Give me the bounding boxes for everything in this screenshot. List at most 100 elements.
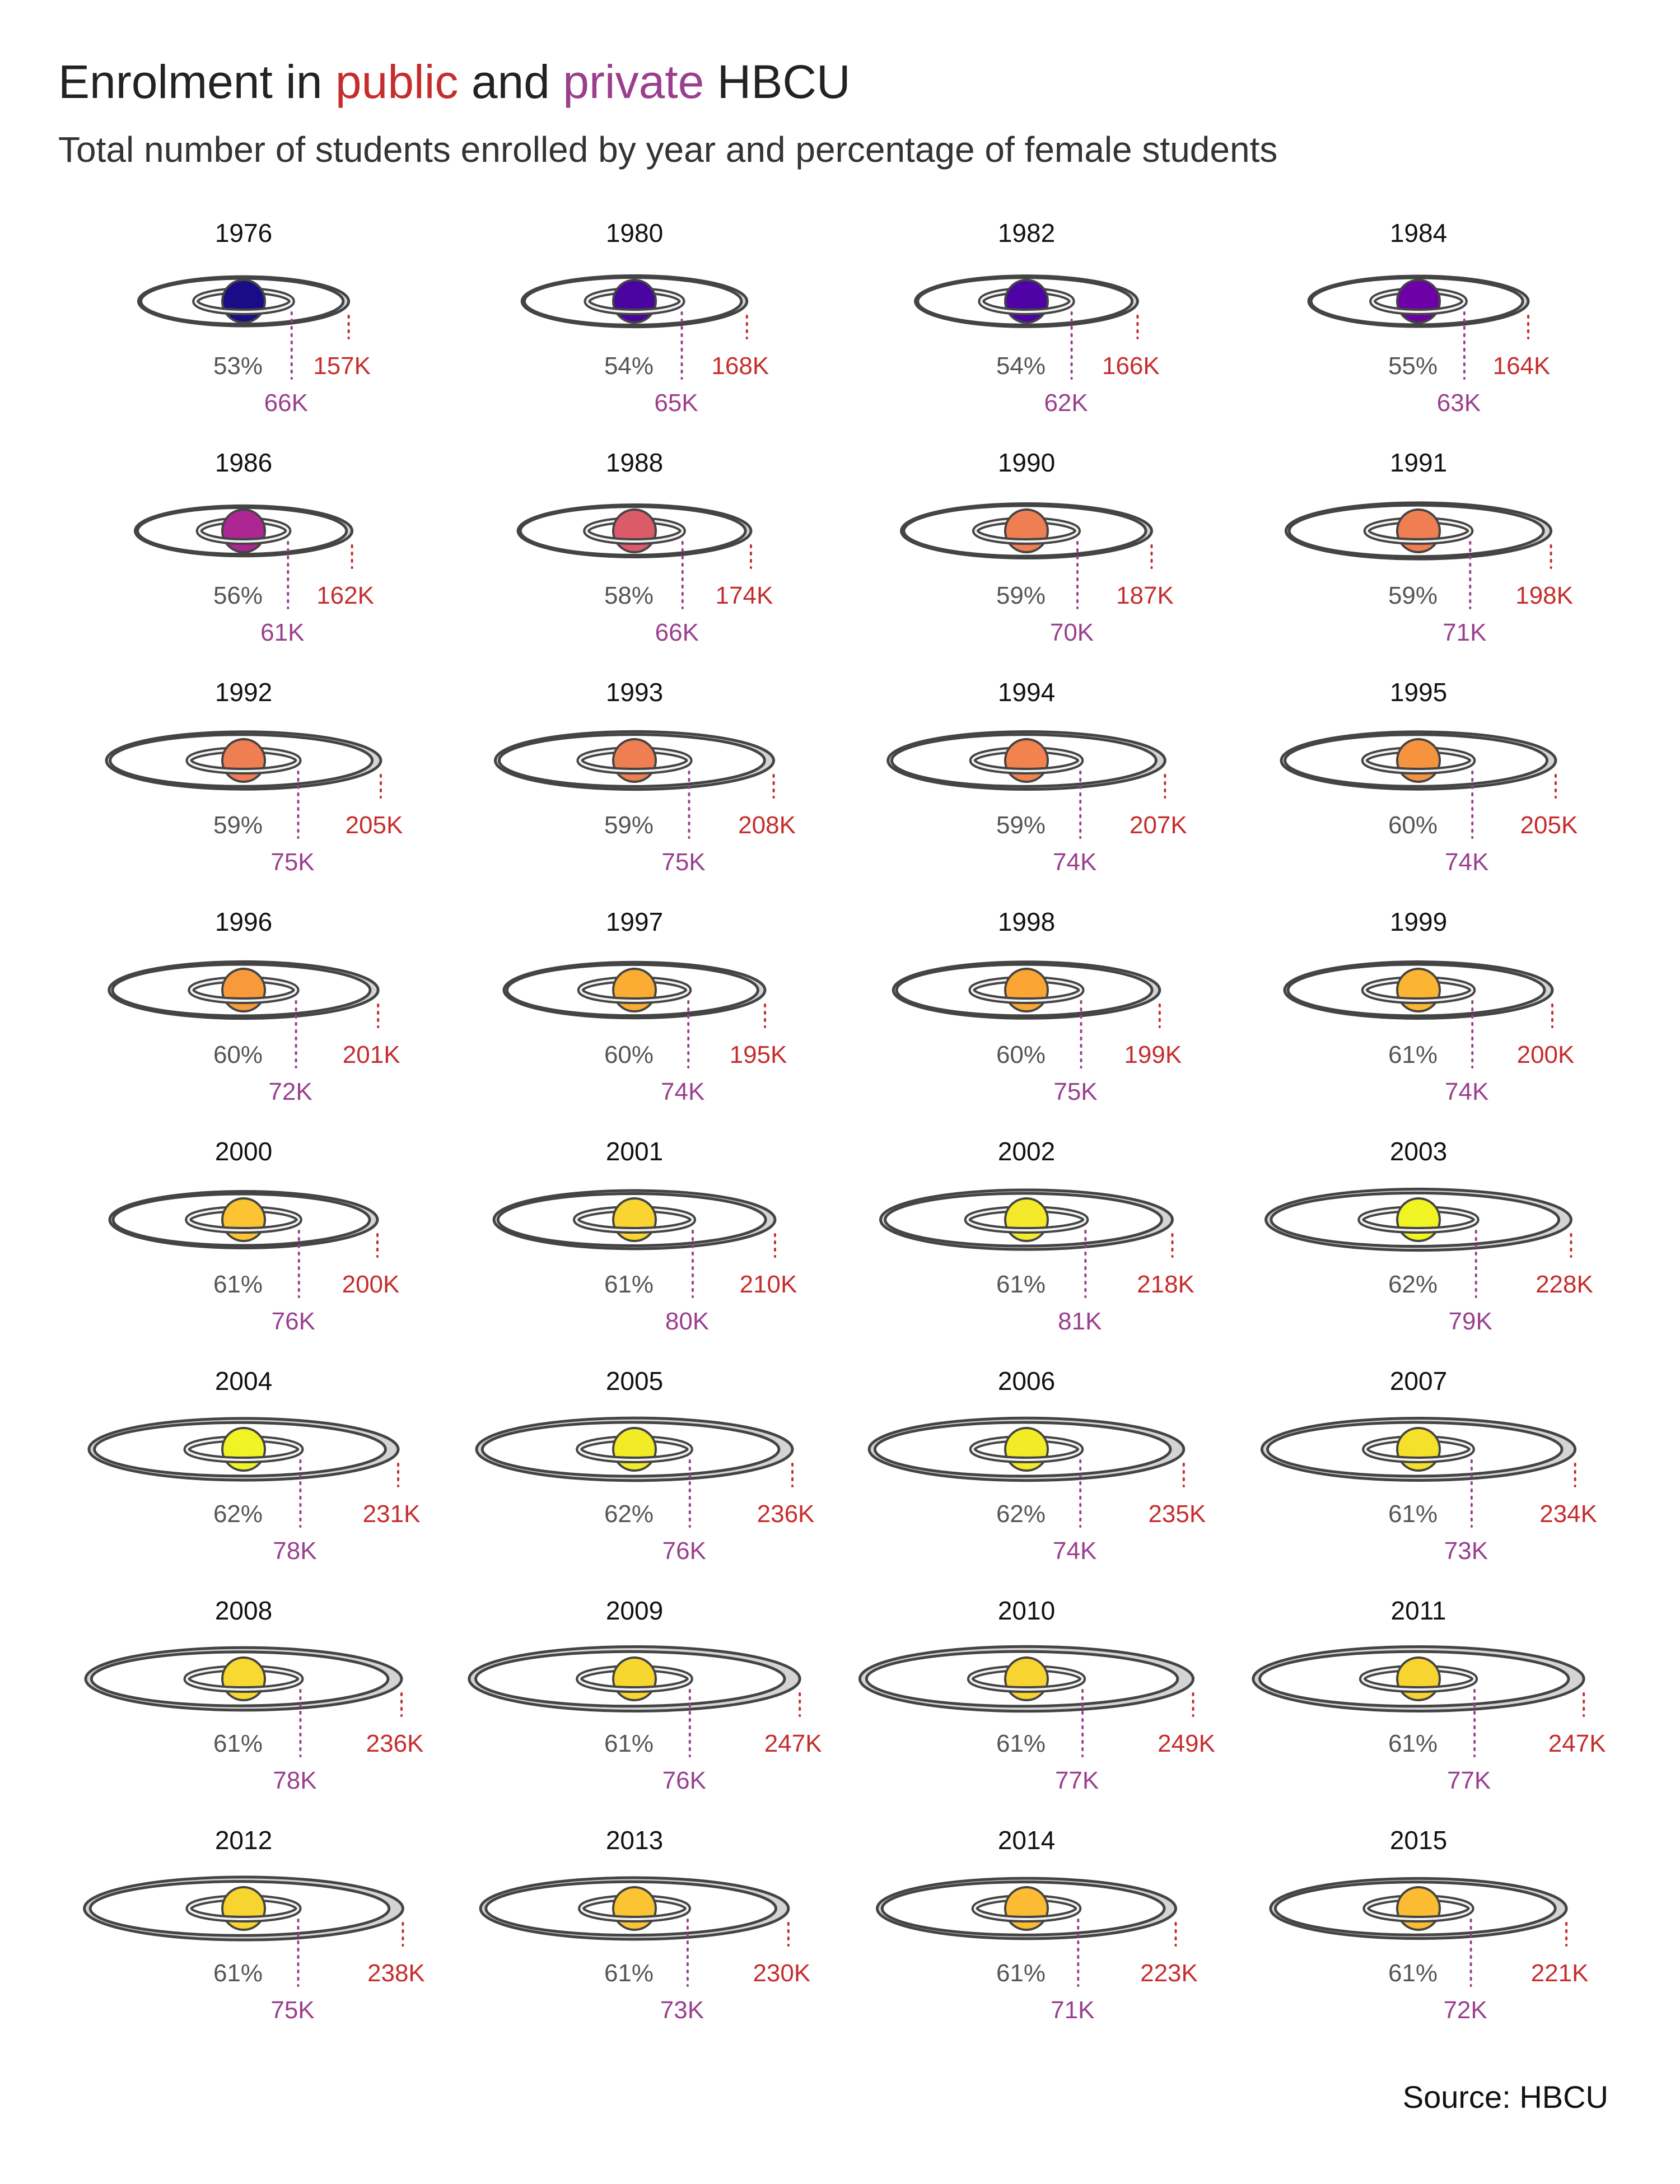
public-enrolment-label: 157K [313, 352, 371, 380]
female-percent-label: 60% [1388, 811, 1438, 839]
inner-ring-front-highlight [580, 1908, 689, 1920]
planet-body [221, 279, 266, 324]
female-percent-label: 55% [1388, 352, 1438, 380]
inner-ring-front-highlight [579, 990, 690, 1002]
female-percent-label: 54% [604, 352, 654, 380]
planet-body [221, 1197, 266, 1242]
inner-ring-front-highlight [1363, 990, 1474, 1002]
inner-ring-front-highlight [575, 1219, 694, 1231]
public-enrolment-label: 234K [1539, 1500, 1597, 1528]
female-percent-label: 62% [1388, 1271, 1438, 1298]
planet-2006: 2006 62% 235K 74K [867, 1366, 1206, 1565]
planet-1999: 1999 61% 200K 74K [1283, 907, 1574, 1105]
chart-title: Enrolment in public and private HBCU [58, 55, 851, 109]
private-enrolment-label: 66K [655, 619, 699, 646]
planet-body [1004, 1197, 1049, 1242]
private-enrolment-label: 72K [1443, 1996, 1487, 2024]
private-enrolment-label: 75K [270, 1996, 314, 2024]
female-percent-label: 61% [604, 1271, 654, 1298]
planet-body [1396, 1197, 1441, 1242]
planet-2010: 2010 61% 249K 77K [858, 1596, 1215, 1794]
year-label: 1980 [606, 218, 663, 248]
public-enrolment-label: 230K [753, 1959, 810, 1987]
title-private: private [563, 55, 704, 108]
planet-body [221, 738, 266, 783]
female-percent-label: 58% [604, 582, 654, 609]
private-enrolment-label: 74K [1445, 848, 1488, 876]
public-enrolment-label: 221K [1531, 1959, 1589, 1987]
planet-2007: 2007 61% 234K 73K [1260, 1366, 1597, 1565]
inner-ring-front-highlight [578, 1678, 691, 1691]
planet-1986: 1986 56% 162K 61K [133, 448, 374, 646]
year-label: 2009 [606, 1596, 663, 1625]
year-label: 1993 [606, 678, 663, 707]
inner-ring-front-highlight [578, 1449, 691, 1461]
inner-ring-front-highlight [185, 1678, 302, 1691]
public-enrolment-label: 238K [367, 1959, 425, 1987]
inner-ring-front-highlight [971, 1449, 1082, 1461]
planet-2004: 2004 62% 231K 78K [87, 1366, 421, 1565]
public-enrolment-label: 168K [711, 352, 769, 380]
year-label: 1988 [606, 448, 663, 477]
inner-ring-front-highlight [1360, 1219, 1477, 1231]
source-note: Source: HBCU [1402, 2079, 1608, 2115]
planet-2009: 2009 61% 247K 76K [468, 1596, 822, 1794]
public-enrolment-label: 231K [363, 1500, 421, 1528]
year-label: 2001 [606, 1137, 663, 1166]
female-percent-label: 59% [996, 811, 1046, 839]
private-enrolment-label: 65K [654, 389, 698, 417]
year-label: 2011 [1391, 1596, 1446, 1625]
inner-ring-front-highlight [198, 530, 290, 543]
public-enrolment-label: 247K [1548, 1730, 1606, 1757]
female-percent-label: 62% [213, 1500, 263, 1528]
inner-ring-front-highlight [187, 1219, 300, 1231]
public-enrolment-label: 236K [366, 1730, 424, 1757]
year-label: 2002 [998, 1137, 1055, 1166]
year-label: 1998 [998, 907, 1055, 936]
inner-ring-front-highlight [974, 530, 1079, 543]
inner-ring-front-highlight [1364, 1449, 1473, 1461]
private-enrolment-label: 74K [1053, 1537, 1096, 1565]
private-enrolment-label: 71K [1443, 619, 1486, 646]
planet-1990: 1990 59% 187K 70K [900, 448, 1174, 646]
female-percent-label: 60% [604, 1041, 654, 1068]
year-label: 2003 [1390, 1137, 1447, 1166]
planet-body [1004, 1886, 1049, 1931]
planet-body [612, 1197, 657, 1242]
planet-body [612, 1427, 657, 1472]
private-enrolment-label: 76K [662, 1537, 706, 1565]
planet-1993: 1993 59% 208K 75K [493, 678, 796, 876]
female-percent-label: 60% [213, 1041, 263, 1068]
private-enrolment-label: 74K [1053, 848, 1096, 876]
planet-2005: 2005 62% 236K 76K [475, 1366, 815, 1565]
year-label: 1984 [1390, 218, 1447, 248]
planet-body [1004, 738, 1049, 783]
planet-body [612, 738, 657, 783]
public-enrolment-label: 207K [1130, 811, 1187, 839]
year-label: 1992 [215, 678, 272, 707]
year-label: 1997 [606, 907, 663, 936]
public-enrolment-label: 236K [757, 1500, 815, 1528]
planet-body [612, 1656, 657, 1701]
female-percent-label: 61% [1388, 1959, 1438, 1987]
year-label: 2006 [998, 1366, 1055, 1396]
inner-ring-front-highlight [194, 301, 293, 313]
public-enrolment-label: 162K [316, 582, 374, 609]
year-label: 2013 [606, 1826, 663, 1855]
female-percent-label: 53% [213, 352, 263, 380]
year-label: 2014 [998, 1826, 1055, 1855]
inner-ring-front-highlight [578, 760, 690, 772]
planet-body [221, 1886, 266, 1931]
inner-ring-front-highlight [1361, 1678, 1476, 1691]
planet-body [1396, 1886, 1441, 1931]
private-enrolment-label: 80K [665, 1308, 709, 1335]
planet-1992: 1992 59% 205K 75K [105, 678, 403, 876]
private-enrolment-label: 74K [1445, 1078, 1488, 1105]
title-pre: Enrolment in [58, 55, 335, 108]
year-label: 2000 [215, 1137, 272, 1166]
inner-ring-front-highlight [1365, 1908, 1472, 1920]
private-enrolment-label: 76K [272, 1308, 315, 1335]
planet-body [612, 508, 657, 553]
inner-ring-front-highlight [971, 760, 1082, 772]
